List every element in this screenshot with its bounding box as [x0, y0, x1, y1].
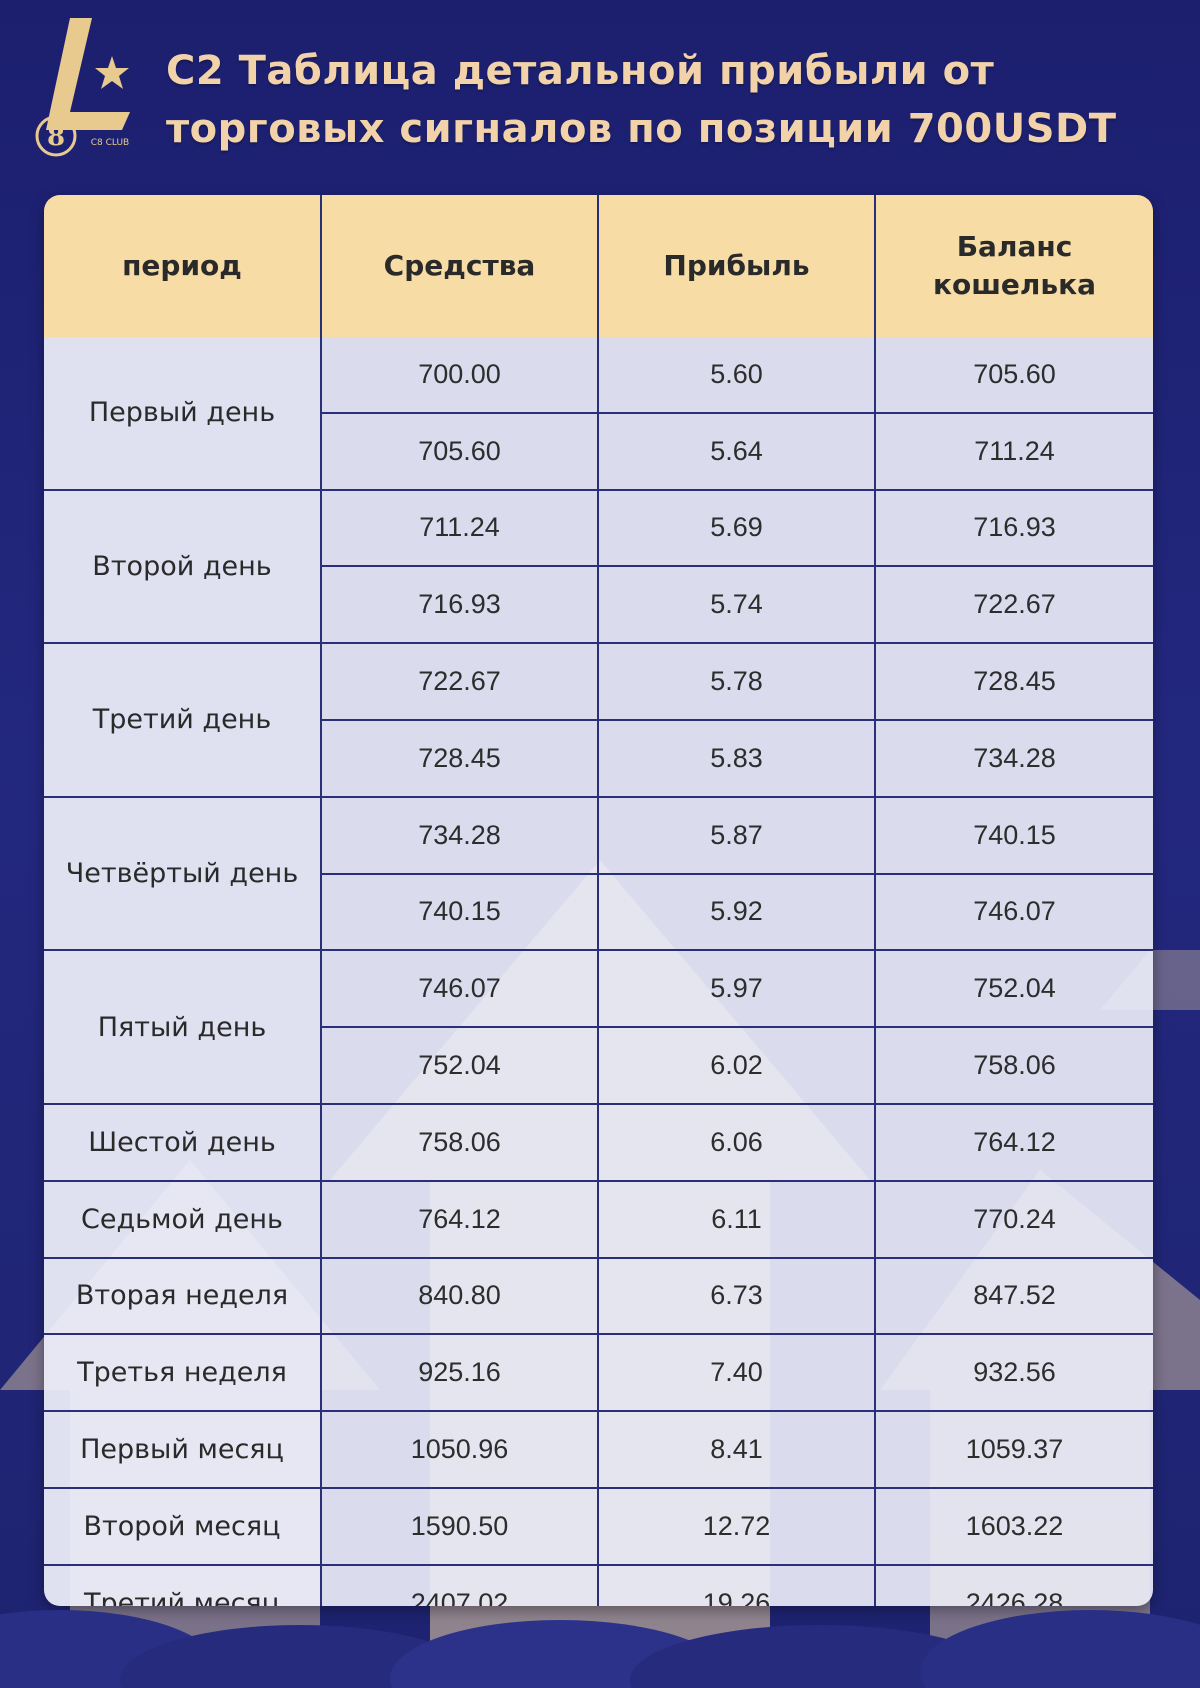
column-header-balance: Баланс кошелька [875, 195, 1153, 337]
period-cell: Второй месяц [44, 1487, 322, 1566]
funds-cell: 752.04 [321, 1027, 599, 1105]
balance-cell: 847.52 [875, 1257, 1153, 1336]
column-header-period: период [44, 195, 322, 337]
profit-cell: 5.78 [598, 643, 876, 721]
period-cell: Шестой день [44, 1103, 322, 1182]
profit-cell: 5.87 [598, 796, 876, 875]
balance-cell: 752.04 [875, 950, 1153, 1029]
profit-cell: 6.73 [598, 1257, 876, 1336]
balance-cell: 734.28 [875, 719, 1153, 798]
page-header: 8 C8 CLUB C2 Таблица детальной прибыли о… [0, 0, 1200, 190]
table-row: Седьмой день 764.12 6.11 770.24 [44, 1180, 1153, 1259]
funds-cell: 740.15 [321, 873, 599, 952]
profit-cell: 12.72 [598, 1487, 876, 1566]
funds-cell: 764.12 [321, 1180, 599, 1259]
decorative-clouds [0, 1610, 1200, 1688]
profit-cell: 8.41 [598, 1411, 876, 1489]
period-cell: Третья неделя [44, 1334, 322, 1413]
profit-cell: 5.83 [598, 719, 876, 798]
column-header-profit: Прибыль [598, 195, 876, 337]
funds-cell: 716.93 [321, 566, 599, 645]
table-row: Четвёртый день 734.28 5.87 740.15 [44, 796, 1153, 952]
table-header-row: период Средства Прибыль Баланс кошелька [44, 195, 1153, 337]
balance-cell: 722.67 [875, 566, 1153, 645]
funds-cell: 734.28 [321, 796, 599, 875]
table-row: Первый день 700.00 5.60 705.60 [44, 337, 1153, 491]
table-row: 728.45 5.83 734.28 [44, 719, 1153, 798]
funds-cell: 711.24 [321, 489, 599, 568]
profit-cell: 7.40 [598, 1334, 876, 1413]
balance-cell: 728.45 [875, 643, 1153, 721]
page-title: C2 Таблица детальной прибыли от торговых… [166, 42, 1186, 158]
period-cell: Четвёртый день [44, 796, 322, 952]
svg-text:C8 CLUB: C8 CLUB [91, 138, 129, 148]
table-row: 740.15 5.92 746.07 [44, 873, 1153, 952]
balance-cell: 758.06 [875, 1027, 1153, 1105]
svg-text:8: 8 [47, 122, 65, 152]
balance-cell: 716.93 [875, 489, 1153, 568]
period-cell: Седьмой день [44, 1180, 322, 1259]
table-row: Второй день 711.24 5.69 716.93 [44, 489, 1153, 645]
balance-cell: 764.12 [875, 1103, 1153, 1182]
funds-cell: 925.16 [321, 1334, 599, 1413]
funds-cell: 1590.50 [321, 1487, 599, 1566]
funds-cell: 2407.02 [321, 1564, 599, 1606]
funds-cell: 728.45 [321, 719, 599, 798]
period-cell: Первый день [44, 337, 322, 491]
funds-cell: 722.67 [321, 643, 599, 721]
balance-cell: 705.60 [875, 337, 1153, 414]
table-row: 705.60 5.64 711.24 [44, 412, 1153, 491]
table-row: 752.04 6.02 758.06 [44, 1027, 1153, 1105]
profit-table: период Средства Прибыль Баланс кошелька … [44, 195, 1153, 1606]
table-row: Третий день 722.67 5.78 728.45 [44, 643, 1153, 798]
period-cell: Первый месяц [44, 1411, 322, 1489]
profit-cell: 5.92 [598, 873, 876, 952]
balance-cell: 746.07 [875, 873, 1153, 952]
profit-cell: 5.74 [598, 566, 876, 645]
table-row: Третий месяц 2407.02 19.26 2426.28 [44, 1564, 1153, 1606]
table-row: Вторая неделя 840.80 6.73 847.52 [44, 1257, 1153, 1336]
balance-cell: 2426.28 [875, 1564, 1153, 1606]
profit-cell: 6.11 [598, 1180, 876, 1259]
funds-cell: 1050.96 [321, 1411, 599, 1489]
profit-cell: 5.69 [598, 489, 876, 568]
period-cell: Третий день [44, 643, 322, 798]
funds-cell: 705.60 [321, 412, 599, 491]
profit-cell: 5.64 [598, 412, 876, 491]
table-row: 716.93 5.74 722.67 [44, 566, 1153, 645]
balance-cell: 932.56 [875, 1334, 1153, 1413]
title-line-2: торговых сигналов по позиции 700USDT [166, 106, 1117, 152]
profit-cell: 5.97 [598, 950, 876, 1029]
profit-table-container: период Средства Прибыль Баланс кошелька … [44, 195, 1153, 1606]
table-row: Первый месяц 1050.96 8.41 1059.37 [44, 1411, 1153, 1489]
balance-cell: 740.15 [875, 796, 1153, 875]
funds-cell: 840.80 [321, 1257, 599, 1336]
table-row: Третья неделя 925.16 7.40 932.56 [44, 1334, 1153, 1413]
balance-cell: 1059.37 [875, 1411, 1153, 1489]
table-row: Пятый день 746.07 5.97 752.04 [44, 950, 1153, 1105]
balance-cell: 711.24 [875, 412, 1153, 491]
balance-cell: 1603.22 [875, 1487, 1153, 1566]
profit-cell: 5.60 [598, 337, 876, 414]
table-row: Второй месяц 1590.50 12.72 1603.22 [44, 1487, 1153, 1566]
profit-cell: 6.02 [598, 1027, 876, 1105]
profit-cell: 6.06 [598, 1103, 876, 1182]
c8-club-logo-icon: 8 C8 CLUB [35, 18, 130, 157]
table-row: Шестой день 758.06 6.06 764.12 [44, 1103, 1153, 1182]
period-cell: Второй день [44, 489, 322, 645]
period-cell: Вторая неделя [44, 1257, 322, 1336]
funds-cell: 700.00 [321, 337, 599, 414]
title-line-1: C2 Таблица детальной прибыли от [166, 48, 995, 94]
balance-cell: 770.24 [875, 1180, 1153, 1259]
period-cell: Третий месяц [44, 1564, 322, 1606]
funds-cell: 746.07 [321, 950, 599, 1029]
profit-cell: 19.26 [598, 1564, 876, 1606]
table-body: Первый день 700.00 5.60 705.60 705.60 5.64 711… [44, 337, 1153, 1606]
funds-cell: 758.06 [321, 1103, 599, 1182]
column-header-funds: Средства [321, 195, 599, 337]
period-cell: Пятый день [44, 950, 322, 1105]
